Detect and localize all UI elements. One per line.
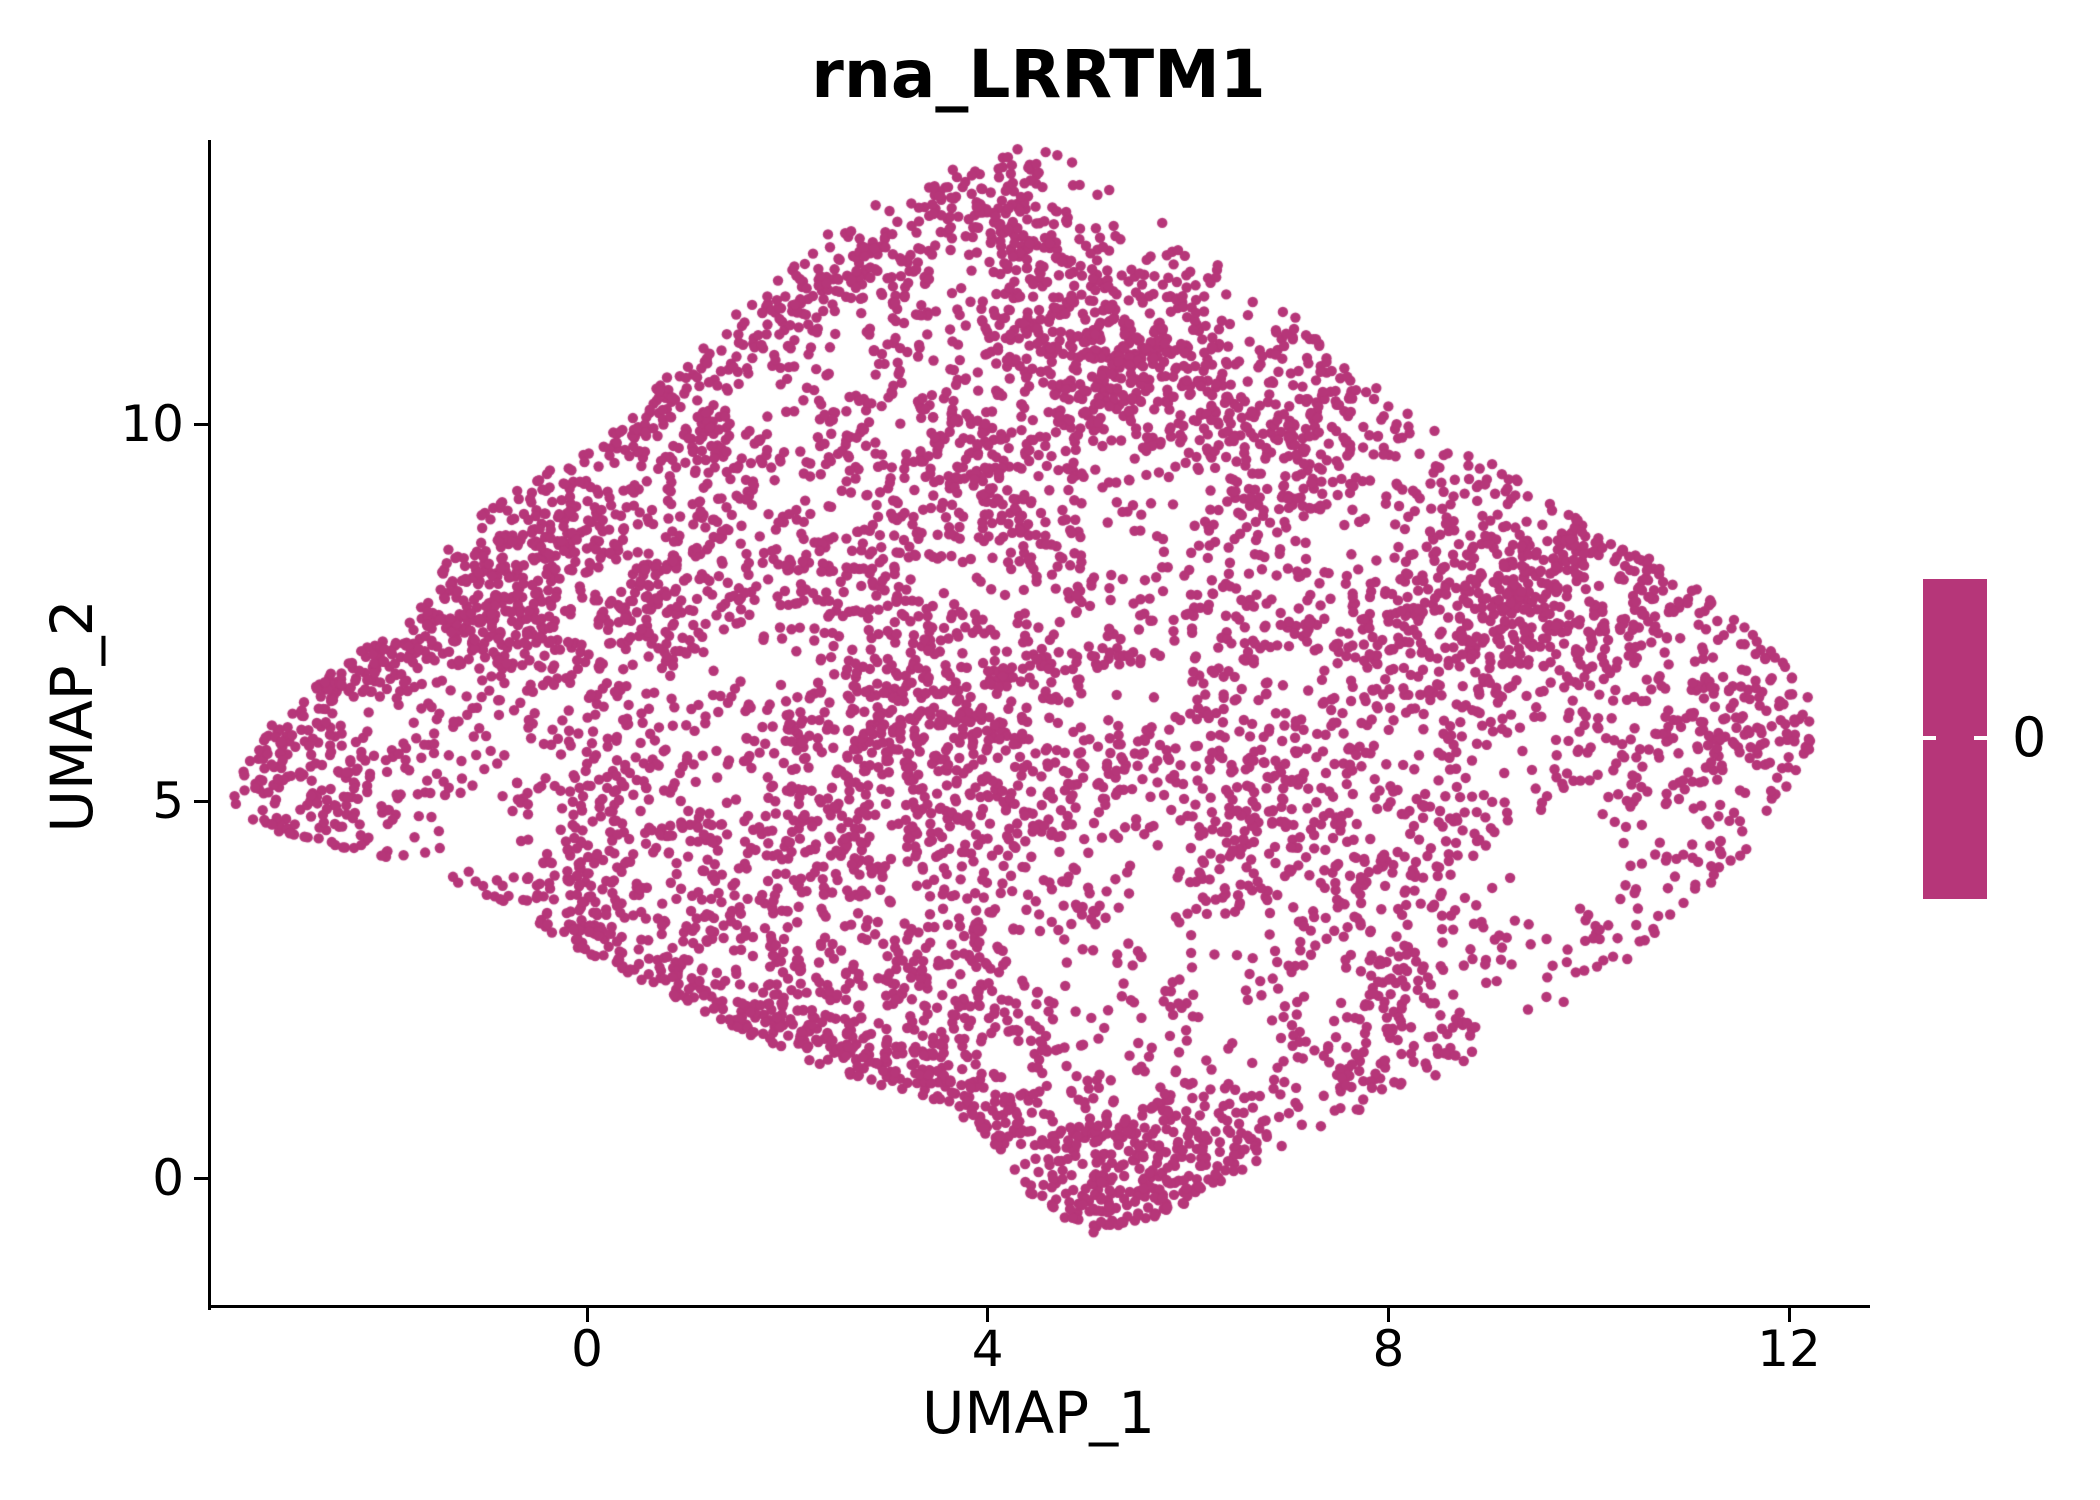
- x-axis-label: UMAP_1: [921, 1379, 1156, 1447]
- x-tick: [986, 1308, 990, 1322]
- x-tick-label: 4: [971, 1320, 1004, 1378]
- x-tick-label: 0: [571, 1320, 603, 1378]
- y-tick-label: 5: [152, 772, 184, 830]
- y-tick-label: 10: [120, 395, 184, 453]
- y-axis-line: [208, 140, 211, 1310]
- x-axis-line: [208, 1305, 1870, 1308]
- y-tick: [194, 1176, 208, 1180]
- colorbar-label: 0: [2012, 706, 2047, 769]
- y-axis-label: UMAP_2: [38, 599, 107, 833]
- x-tick: [585, 1308, 589, 1322]
- scatter-points-canvas: [210, 140, 1867, 1307]
- x-tick: [1386, 1308, 1390, 1322]
- y-tick-label: 0: [152, 1149, 184, 1207]
- x-tick-label: 12: [1757, 1320, 1821, 1378]
- plot-area: [210, 140, 1867, 1307]
- colorbar-tick-right: [1974, 736, 1987, 740]
- y-tick: [194, 799, 208, 803]
- x-tick: [1787, 1308, 1791, 1322]
- y-tick: [194, 422, 208, 426]
- plot-title: rna_LRRTM1: [811, 36, 1266, 113]
- x-tick-label: 8: [1372, 1320, 1405, 1378]
- colorbar-tick-left: [1923, 736, 1936, 740]
